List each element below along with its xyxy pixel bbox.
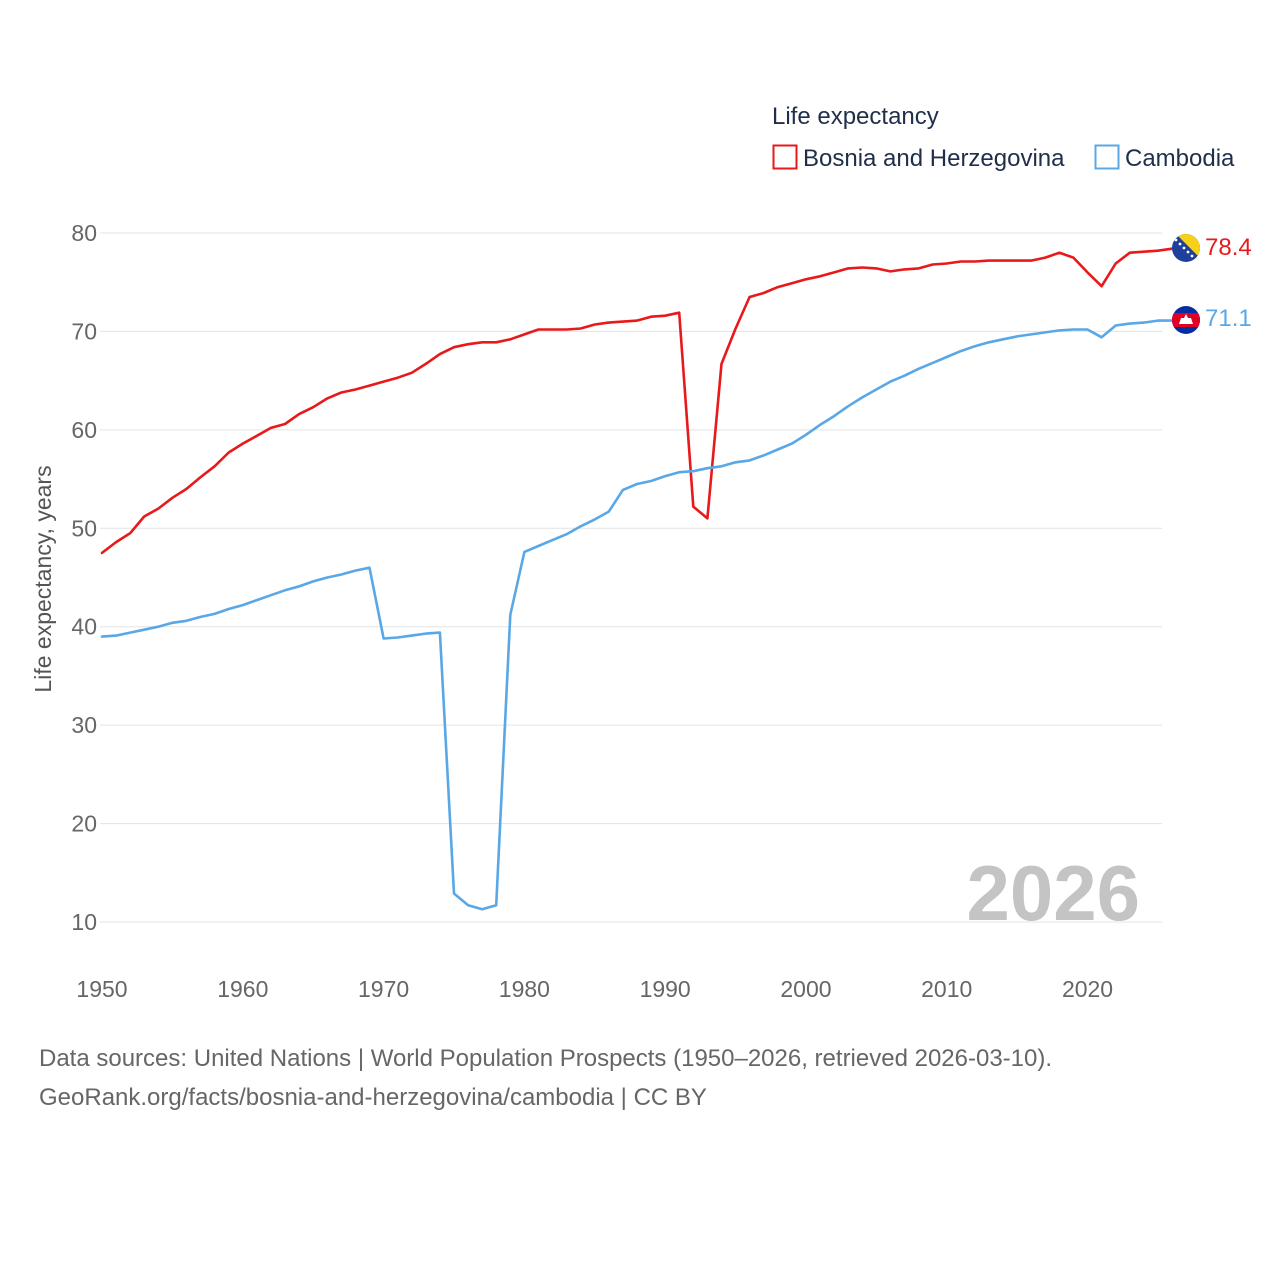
end-value-cambodia: 71.1 [1205,305,1252,332]
y-tick-label: 70 [71,318,97,344]
y-tick-label: 30 [71,712,97,738]
x-tick-label: 2010 [921,976,972,1002]
x-tick-label: 1950 [76,976,127,1002]
x-tick-label: 1960 [217,976,268,1002]
series-line-cambodia [100,319,1174,911]
legend: Life expectancy Bosnia and Herzegovina C… [772,103,1235,172]
source-line-2: GeoRank.org/facts/bosnia-and-herzegovina… [39,1084,707,1111]
y-tick-label: 40 [71,614,97,640]
y-axis-ticks: 10 20 30 40 50 60 70 80 [71,220,97,935]
end-marker-cambodia: 71.1 [1172,305,1252,334]
year-watermark: 2026 [966,849,1140,937]
legend-item-bosnia[interactable]: Bosnia and Herzegovina [772,144,1066,172]
y-tick-label: 10 [71,909,97,935]
series-lines [100,247,1174,911]
y-tick-label: 50 [71,515,97,541]
legend-label-bosnia: Bosnia and Herzegovina [803,145,1065,172]
series-line-bosnia [100,247,1174,555]
y-tick-label: 20 [71,811,97,837]
legend-swatch-bosnia [772,144,798,170]
y-axis-label: Life expectancy, years [30,465,56,692]
x-tick-label: 1970 [358,976,409,1002]
x-tick-label: 1980 [499,976,550,1002]
gridlines [100,232,1162,923]
x-axis-ticks: 1950 1960 1970 1980 1990 2000 2010 2020 [76,976,1113,1002]
legend-swatch-cambodia [1094,144,1120,170]
x-tick-label: 1990 [640,976,691,1002]
end-value-bosnia: 78.4 [1205,234,1252,261]
legend-title: Life expectancy [772,103,939,130]
source-line-1: Data sources: United Nations | World Pop… [39,1045,1053,1072]
x-tick-label: 2020 [1062,976,1113,1002]
legend-item-cambodia[interactable]: Cambodia [1094,144,1236,172]
bosnia-herzegovina-flag-icon [1172,234,1200,262]
end-marker-bosnia: 78.4 [1172,234,1252,262]
y-tick-label: 80 [71,220,97,246]
legend-label-cambodia: Cambodia [1125,145,1235,172]
y-tick-label: 60 [71,417,97,443]
cambodia-flag-icon [1172,306,1200,334]
x-tick-label: 2000 [780,976,831,1002]
